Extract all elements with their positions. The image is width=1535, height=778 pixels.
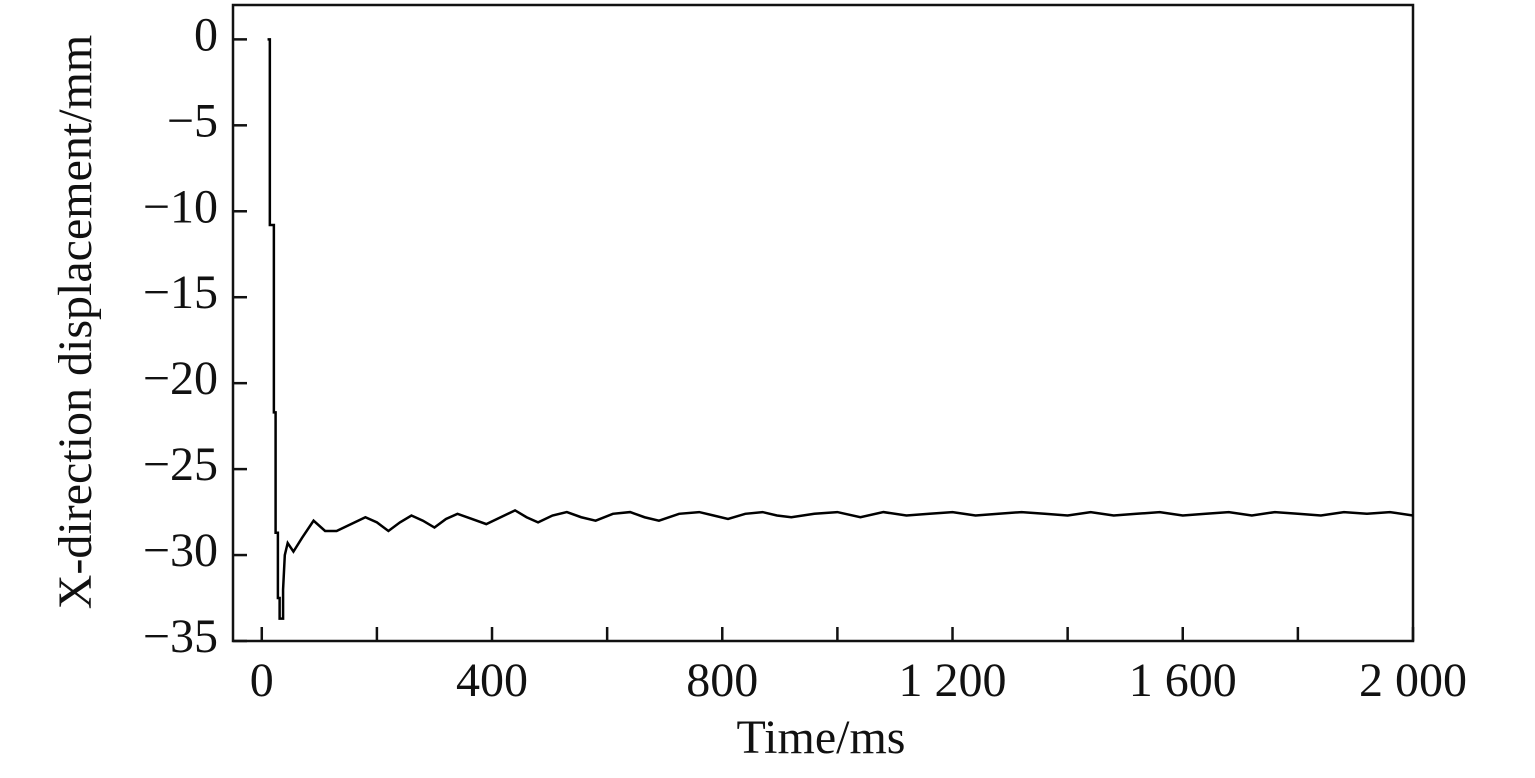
x-tick-label: 1 600	[1129, 654, 1237, 707]
y-tick-label: −20	[143, 352, 218, 405]
x-tick-label: 0	[250, 654, 274, 707]
x-tick-label: 800	[686, 654, 758, 707]
y-tick-label: −25	[143, 438, 218, 491]
y-tick-label: −5	[167, 94, 218, 147]
x-tick-label: 400	[456, 654, 528, 707]
y-axis-label: X-direction displacement/mm	[49, 35, 102, 610]
x-axis-label: Time/ms	[737, 711, 906, 764]
y-tick-label: −30	[143, 524, 218, 577]
x-tick-label: 2 000	[1359, 654, 1467, 707]
y-tick-label: 0	[194, 8, 218, 61]
x-tick-label: 1 200	[899, 654, 1007, 707]
y-tick-label: −15	[143, 266, 218, 319]
plot-frame	[231, 3, 1415, 643]
y-tick-label: −10	[143, 180, 218, 233]
data-line	[267, 38, 1414, 620]
y-tick-label: −35	[143, 610, 218, 663]
